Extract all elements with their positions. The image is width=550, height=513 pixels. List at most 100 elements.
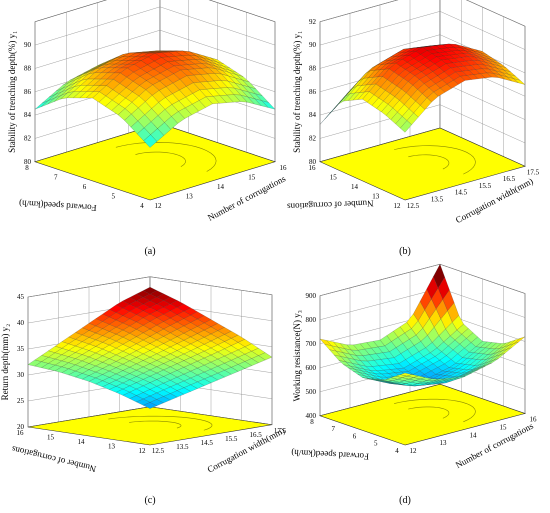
z-axis-title: Working resistance(N) y₃ [292,310,302,401]
floor-contour [115,141,217,172]
surface-mesh [27,286,273,409]
z-tick-label: 86 [24,88,32,96]
floor-contour [408,406,450,419]
x-tick-label: 13 [108,443,116,451]
y-tick-label: 14 [217,183,225,191]
surface-mesh [319,43,526,133]
x-tick-label: 15 [330,173,338,181]
y-tick-label: 13 [186,192,194,200]
y-tick-label: 15.5 [479,182,492,190]
panel-label: (d) [399,495,411,506]
x-axis-title: Forward speed(km/h) [19,198,97,213]
surface-cell [399,372,413,377]
surface-cell [143,134,158,148]
y-tick-label: 16 [280,164,288,172]
z-tick-label: 700 [306,340,317,348]
ticks: 12 13 14 15 16 12.5 13.5 14.5 15.5 16.5 17.5 80 82 84… [309,18,540,210]
floor-contour [135,151,186,167]
y-tick-label: 16.5 [249,431,262,439]
z-tick-label: 900 [306,292,317,300]
x-tick-label: 14 [78,438,86,446]
floor-contour [394,398,476,423]
x-tick-label: 14 [351,183,359,191]
z-tick-label: 30 [17,371,25,379]
z-tick-label: 20 [17,423,25,431]
x-axis-title: Number of corrugations [286,198,373,211]
surface-cell [400,120,412,133]
z-tick-label: 35 [17,345,25,353]
ticks: 4 5 6 7 8 12 13 14 15 16 80 82 84 86 88 90 [24,41,287,210]
y-tick-label: 14.5 [201,439,214,447]
z-axis-title: Stability of trenching depth(%) y₁ [7,31,17,153]
panel-label: (c) [144,495,155,506]
y-tick-label: 12 [155,202,163,210]
x-tick-label: 5 [374,440,378,448]
surface-mesh [319,263,526,387]
x-tick-label: 7 [332,425,336,433]
floor-contour [408,154,450,170]
z-tick-label: 92 [309,18,317,26]
x-tick-label: 8 [25,164,29,172]
x-tick-label: 13 [372,192,380,200]
y-axis-title: Corrugation width(mm) [454,176,535,225]
z-tick-label: 800 [306,316,317,324]
y-tick-label: 14.5 [455,189,468,197]
floor-contour [394,145,476,175]
z-tick-label: 88 [309,64,317,72]
x-tick-label: 4 [140,202,144,210]
panel-d: 4 5 6 7 8 12 13 14 15 16 400 500 600 700 800 900 Forward… [291,263,538,506]
x-tick-label: 16 [17,429,25,437]
panel-c: 12 13 14 15 16 12.5 13.5 14.5 15.5 16.5 17.5 20 25 30… [0,276,287,506]
x-tick-label: 5 [112,192,116,200]
floor-contour [129,420,182,429]
z-tick-label: 600 [306,364,317,372]
z-tick-label: 84 [309,111,317,119]
z-gridline [319,0,526,27]
z-axis-title: Stability of trenching depth(%) y₁ [292,31,302,153]
z-tick-label: 45 [17,293,25,301]
x-axis-title: Forward speed(km/h) [291,448,369,462]
z-tick-label: 82 [309,134,317,142]
y-tick-label: 13.5 [431,195,444,203]
surface-mesh [34,50,276,148]
y-tick-label: 14 [470,431,478,439]
y-tick-label: 15.5 [225,435,238,443]
floor-contour [108,415,213,431]
x-tick-label: 6 [83,183,87,191]
y-tick-label: 12.5 [152,447,165,455]
z-tick-label: 90 [309,41,317,49]
z-tick-label: 400 [306,412,317,420]
x-tick-label: 7 [54,173,58,181]
panel-label: (a) [144,246,155,257]
z-tick-label: 25 [17,397,25,405]
z-tick-label: 500 [306,388,317,396]
ticks: 12 13 14 15 16 12.5 13.5 14.5 15.5 16.5 17.5 20 25 30… [17,293,287,455]
y-axis-title: Number of corrugations [206,173,287,223]
contour-floor [318,383,527,446]
y-tick-label: 13.5 [176,443,189,451]
y-tick-label: 17.5 [527,168,540,176]
y-tick-label: 16 [530,416,538,424]
x-tick-label: 12 [394,202,402,210]
ticks: 4 5 6 7 8 12 13 14 15 16 400 500 600 700 800 900 [306,292,538,455]
y-tick-label: 16.5 [503,175,516,183]
y-tick-label: 12.5 [407,202,420,210]
z-tick-label: 88 [24,64,32,72]
z-tick-label: 80 [309,158,317,166]
x-tick-label: 8 [310,418,314,426]
x-tick-label: 6 [353,432,357,440]
z-tick-label: 82 [24,134,32,142]
z-tick-label: 84 [24,111,32,119]
panel-a: 4 5 6 7 8 12 13 14 15 16 80 82 84 86 88 90 Forward speed… [7,0,288,257]
y-tick-label: 17.5 [274,427,287,435]
x-tick-label: 15 [47,434,55,442]
contour-floor [319,127,526,201]
panel-b: 12 13 14 15 16 12.5 13.5 14.5 15.5 16.5 17.5 80 82 84… [286,0,540,257]
surface-cell [142,402,158,409]
x-axis-title: Number of corrugations [10,444,97,474]
z-tick-label: 86 [309,88,317,96]
y-tick-label: 13 [440,439,448,447]
z-tick-label: 40 [17,319,25,327]
x-tick-label: 4 [395,447,399,455]
